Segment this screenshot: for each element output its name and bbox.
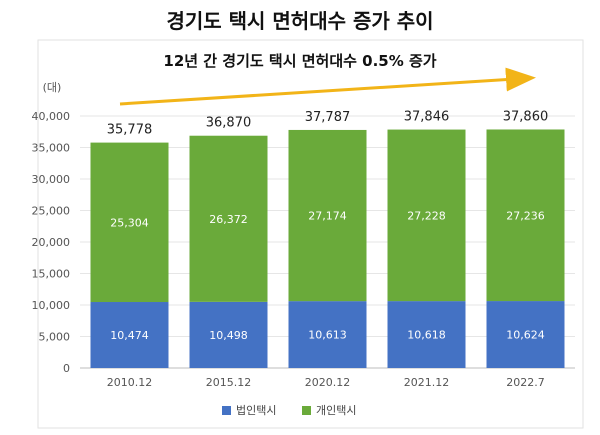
bar-segment bbox=[90, 142, 169, 303]
bar-segment bbox=[288, 129, 367, 302]
y-tick-label: 10,000 bbox=[32, 299, 71, 312]
plot-frame bbox=[37, 39, 584, 429]
segment-value-label: 10,618 bbox=[407, 329, 446, 342]
y-tick-label: 0 bbox=[63, 362, 70, 375]
y-tick-label: 30,000 bbox=[32, 173, 71, 186]
bar-segment bbox=[189, 135, 268, 302]
total-value-label: 36,870 bbox=[206, 116, 252, 131]
trend-arrow bbox=[119, 67, 536, 106]
total-value-label: 37,860 bbox=[503, 109, 549, 124]
segment-value-label: 10,613 bbox=[308, 329, 347, 342]
x-tick-label: 2021.12 bbox=[404, 376, 450, 389]
y-tick-label: 5,000 bbox=[39, 331, 71, 344]
legend-swatch bbox=[222, 406, 231, 415]
bar-segment bbox=[387, 301, 466, 368]
total-value-label: 37,787 bbox=[305, 110, 351, 125]
legend-label: 개인택시 bbox=[316, 404, 356, 417]
x-tick-label: 2022.7 bbox=[506, 376, 545, 389]
segment-value-label: 27,228 bbox=[407, 209, 446, 222]
bar-segment bbox=[486, 301, 565, 368]
segment-value-label: 10,474 bbox=[110, 329, 149, 342]
bar-segment bbox=[288, 301, 367, 368]
total-value-label: 37,846 bbox=[404, 110, 450, 125]
bar-segment bbox=[486, 129, 565, 302]
y-tick-label: 35,000 bbox=[32, 142, 71, 155]
x-tick-label: 2015.12 bbox=[206, 376, 252, 389]
y-tick-label: 40,000 bbox=[32, 110, 71, 123]
legend-label: 법인택시 bbox=[236, 404, 276, 417]
segment-value-label: 25,304 bbox=[110, 216, 149, 229]
total-value-label: 35,778 bbox=[107, 123, 153, 138]
bar-segment bbox=[189, 301, 268, 368]
bar-segment bbox=[387, 129, 466, 302]
legend-swatch bbox=[302, 406, 311, 415]
x-tick-label: 2020.12 bbox=[305, 376, 351, 389]
segment-value-label: 26,372 bbox=[209, 213, 248, 226]
segment-value-label: 10,624 bbox=[506, 329, 545, 342]
y-tick-label: 25,000 bbox=[32, 205, 71, 218]
segment-value-label: 10,498 bbox=[209, 329, 248, 342]
x-tick-label: 2010.12 bbox=[107, 376, 153, 389]
bar-segment bbox=[90, 302, 169, 368]
segment-value-label: 27,236 bbox=[506, 209, 545, 222]
segment-value-label: 27,174 bbox=[308, 210, 347, 223]
y-axis-unit: (대) bbox=[43, 81, 62, 94]
chart-subtitle: 12년 간 경기도 택시 면허대수 0.5% 증가 bbox=[163, 52, 436, 70]
y-tick-label: 20,000 bbox=[32, 236, 71, 249]
chart-title: 경기도 택시 면허대수 증가 추이 bbox=[166, 9, 433, 33]
y-tick-label: 15,000 bbox=[32, 268, 71, 281]
